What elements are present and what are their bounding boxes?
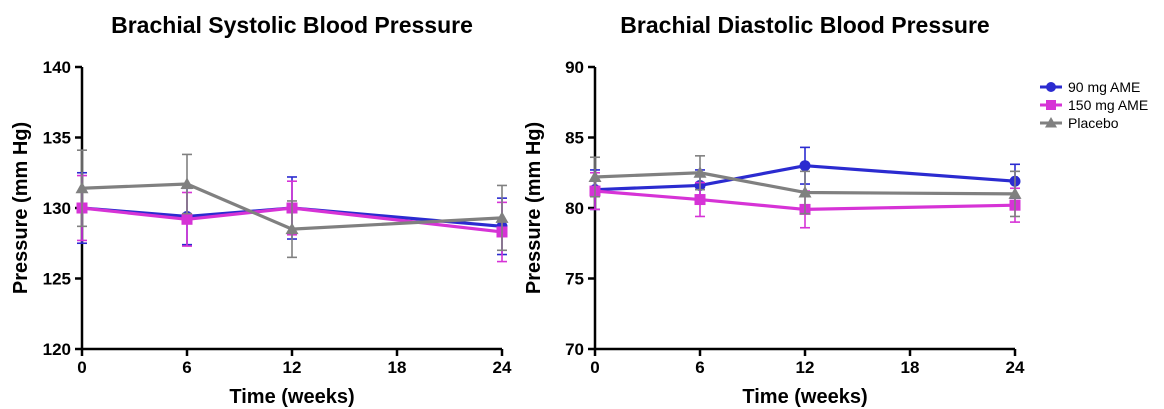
data-point-triangle [180,177,194,190]
y-axis-label: Pressure (mm Hg) [523,122,545,294]
x-tick-label: 6 [695,358,704,377]
x-tick-label: 12 [283,358,302,377]
x-tick-label: 12 [796,358,815,377]
chart-panel-1: Brachial Diastolic Blood Pressure 70 75 80 8… [523,12,1148,408]
series-line [594,189,1016,212]
legend-label: 150 mg AME [1068,97,1148,113]
data-point-triangle [285,222,299,235]
series-line [594,171,1016,196]
y-tick-label: 140 [43,58,71,77]
legend-marker-triangle [1045,117,1057,128]
data-point-triangle [588,170,602,182]
y-tick-label: 85 [565,129,584,148]
x-tick-label: 18 [901,358,920,377]
data-point-square [694,194,706,206]
x-axis-label: Time (weeks) [742,386,867,408]
data-point-square [181,213,193,225]
series-line [81,182,503,231]
x-tick-label: 24 [493,358,512,377]
x-tick-label: 18 [388,358,407,377]
legend-label: 90 mg AME [1068,79,1140,95]
legend-marker-square [1046,100,1056,110]
legend-label: Placebo [1068,115,1119,131]
data-point-triangle [693,166,707,178]
y-tick-label: 125 [43,270,71,289]
x-tick-label: 6 [182,358,191,377]
y-tick-label: 135 [43,129,71,148]
x-tick-label: 24 [1006,358,1025,377]
x-tick-label: 0 [590,358,599,377]
y-tick-label: 130 [43,199,71,218]
data-point-circle [799,160,811,172]
series-2 [588,155,1022,218]
data-point-triangle [495,211,509,223]
y-tick-label: 75 [565,270,584,289]
chart-panel-0: Brachial Systolic Blood Pressure12012513… [10,12,512,408]
y-axis-label: Pressure (mm Hg) [10,122,32,294]
chart-title: Brachial Diastolic Blood Pressure [620,12,989,38]
y-tick-label: 90 [565,58,584,77]
data-point-triangle [1008,187,1022,199]
legend: 90 mg AME 150 mg AME Placebo [1040,79,1148,131]
chart-title: Brachial Systolic Blood Pressure [111,12,473,38]
data-point-triangle [75,181,89,194]
x-tick-label: 0 [77,358,86,377]
y-tick-label: 70 [565,340,584,359]
series-2 [75,149,509,259]
y-tick-label: 120 [43,340,71,359]
data-point-triangle [798,185,812,198]
x-axis-label: Time (weeks) [229,386,354,408]
series-line [81,206,503,234]
legend-marker-circle [1046,82,1056,92]
series-line [594,164,1016,192]
y-tick-label: 80 [565,199,584,218]
